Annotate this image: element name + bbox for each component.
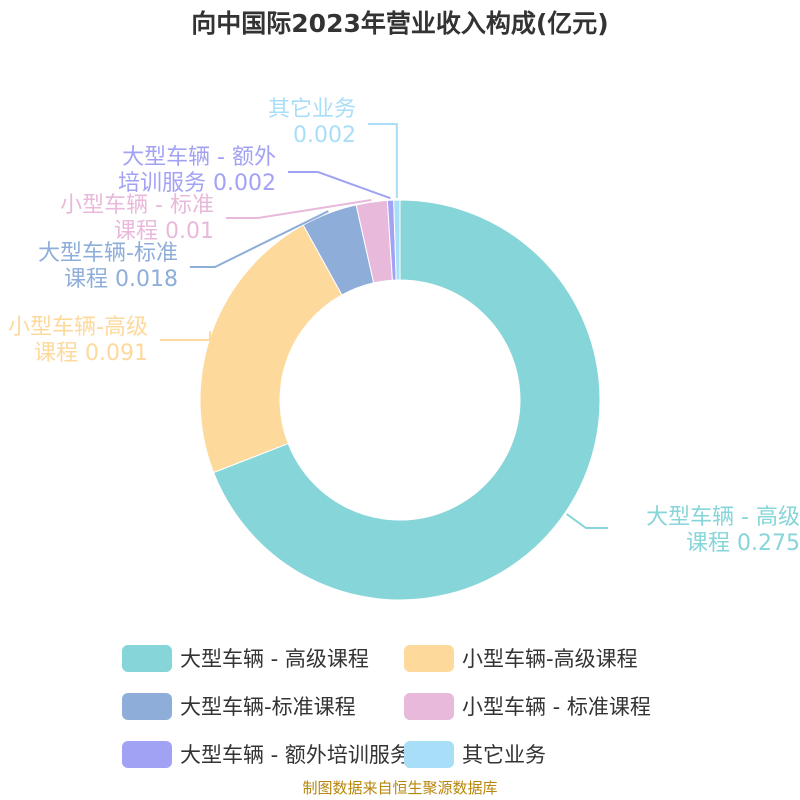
source-note: 制图数据来自恒生聚源数据库 <box>302 779 498 797</box>
legend-swatch-2[interactable] <box>122 693 172 720</box>
leader-line-4 <box>288 171 391 200</box>
legend-swatch-5[interactable] <box>404 741 454 768</box>
leader-line-2 <box>190 210 329 268</box>
slice-label-0: 大型车辆 - 高级课程 0.275 <box>646 505 800 556</box>
slice-label-4: 大型车辆 - 额外培训服务 0.002 <box>118 145 276 196</box>
legend-swatch-1[interactable] <box>404 645 454 672</box>
slice-1 <box>199 224 343 474</box>
leader-line-1 <box>160 331 212 341</box>
legend-label-1[interactable]: 小型车辆-高级课程 <box>462 647 638 671</box>
leader-line-5 <box>368 123 398 199</box>
legend-label-0[interactable]: 大型车辆 - 高级课程 <box>180 647 369 671</box>
legend-label-4[interactable]: 大型车辆 - 额外培训服务 <box>180 743 411 767</box>
chart-title: 向中国际2023年营业收入构成(亿元) <box>191 9 609 38</box>
legend-swatch-3[interactable] <box>404 693 454 720</box>
slice-group <box>199 199 601 601</box>
slice-0 <box>212 199 601 601</box>
leader-line-0 <box>566 513 608 529</box>
legend-label-5[interactable]: 其它业务 <box>462 743 546 767</box>
slice-label-5: 其它业务 0.002 <box>268 97 356 148</box>
slice-label-1: 小型车辆-高级课程 0.091 <box>8 315 148 366</box>
slice-label-3: 小型车辆 - 标准课程 0.01 <box>60 193 214 244</box>
legend-label-2[interactable]: 大型车辆-标准课程 <box>180 695 356 719</box>
legend-swatch-0[interactable] <box>122 645 172 672</box>
leader-line-3 <box>226 199 372 219</box>
slice-5 <box>393 199 401 281</box>
legend-label-3[interactable]: 小型车辆 - 标准课程 <box>462 695 651 719</box>
slice-label-group: 大型车辆 - 高级课程 0.275 小型车辆-高级课程 0.091 大型车辆-标准课… <box>8 97 800 556</box>
legend-swatch-4[interactable] <box>122 741 172 768</box>
leader-line-group <box>160 123 608 529</box>
slice-label-2: 大型车辆-标准课程 0.018 <box>38 241 178 292</box>
